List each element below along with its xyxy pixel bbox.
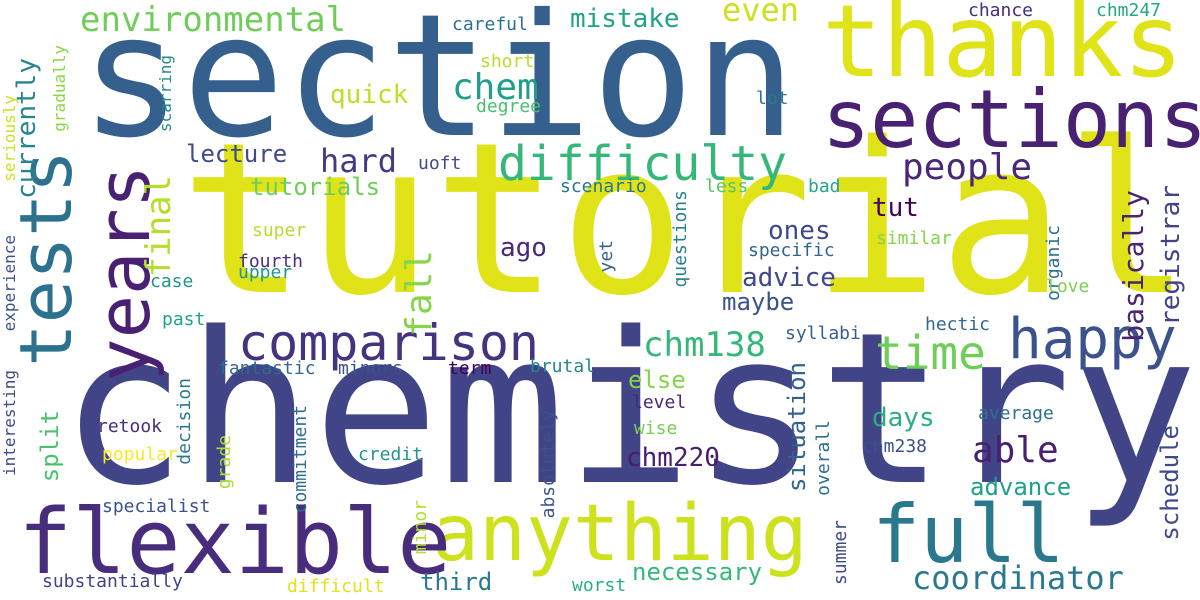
word-uoft: uoft xyxy=(418,155,461,173)
word-chm238: chm238 xyxy=(862,438,927,456)
word-careful: careful xyxy=(452,16,528,34)
word-level: level xyxy=(632,394,686,412)
word-grade: grade xyxy=(216,435,234,489)
word-short: short xyxy=(480,53,534,71)
word-registrar: registrar xyxy=(1158,185,1184,326)
word-commitment: commitment xyxy=(292,405,310,513)
word-retook: retook xyxy=(97,418,162,436)
word-scenario: scenario xyxy=(560,178,647,196)
word-wise: wise xyxy=(634,420,677,438)
word-substantially: substantially xyxy=(42,573,183,591)
word-quick: quick xyxy=(330,82,408,108)
word-average: average xyxy=(978,405,1054,423)
word-summer: summer xyxy=(832,520,850,585)
word-credit: credit xyxy=(358,446,423,464)
word-experience: experience xyxy=(2,235,18,331)
word-syllabi: syllabi xyxy=(785,325,861,343)
word-overall: overall xyxy=(815,420,833,496)
word-maybe: maybe xyxy=(722,290,794,314)
word-yet: yet xyxy=(598,240,616,273)
word-upper: upper xyxy=(238,264,292,282)
word-ago: ago xyxy=(500,235,547,261)
word-specialist: specialist xyxy=(102,498,210,516)
word-basically: basically xyxy=(1120,190,1148,342)
word-coordinator: coordinator xyxy=(912,562,1124,594)
word-third: third xyxy=(420,570,492,594)
word-people: people xyxy=(902,150,1032,186)
word-degree: degree xyxy=(476,98,541,116)
word-absolutely: absolutely xyxy=(540,410,558,518)
word-tutorials: tutorials xyxy=(250,175,380,199)
word-minors: minors xyxy=(338,360,403,378)
word-necessary: necessary xyxy=(632,560,762,584)
word-love: love xyxy=(1046,278,1089,296)
word-chm220: chm220 xyxy=(626,445,720,471)
word-tut: tut xyxy=(872,195,919,221)
word-super: super xyxy=(252,222,306,240)
word-seriously: seriously xyxy=(2,95,18,182)
word-chance: chance xyxy=(968,2,1033,20)
word-similar: similar xyxy=(876,230,952,248)
word-advance: advance xyxy=(970,475,1071,499)
word-scarring: scarring xyxy=(158,55,174,132)
word-fantastic: fantastic xyxy=(218,360,316,378)
word-less: less xyxy=(705,178,748,196)
word-difficult: difficult xyxy=(287,578,385,596)
word-bad: bad xyxy=(808,178,841,196)
word-days: days xyxy=(872,405,935,431)
word-environmental: environmental xyxy=(80,3,346,37)
word-chm138: chm138 xyxy=(643,328,766,362)
word-final: final xyxy=(142,175,176,277)
word-lecture: lecture xyxy=(186,142,287,166)
word-case: case xyxy=(150,273,193,291)
word-specific: specific xyxy=(748,242,835,260)
word-decision: decision xyxy=(176,378,194,465)
word-interesting: interesting xyxy=(2,370,18,476)
word-fall: fall xyxy=(402,250,438,337)
word-worst: worst xyxy=(572,577,626,595)
word-questions: questions xyxy=(672,190,690,288)
word-term: term xyxy=(448,360,491,378)
word-popular: popular xyxy=(102,446,178,464)
word-mistake: mistake xyxy=(570,6,680,32)
word-split: split xyxy=(38,410,62,482)
word-time: time xyxy=(875,330,986,376)
word-situation: situation xyxy=(785,362,809,492)
word-gradually: gradually xyxy=(52,45,68,132)
word-happy: happy xyxy=(1008,312,1177,368)
word-minor: minor xyxy=(412,500,430,554)
word-hectic: hectic xyxy=(925,316,990,334)
word-brutal: brutal xyxy=(530,358,595,376)
word-past: past xyxy=(162,311,205,329)
word-even: even xyxy=(722,0,799,26)
word-else: else xyxy=(628,368,686,392)
word-chm247: chm247 xyxy=(1096,2,1161,20)
word-able: able xyxy=(972,433,1059,469)
word-lot: lot xyxy=(756,90,789,108)
word-schedule: schedule xyxy=(1158,425,1182,541)
